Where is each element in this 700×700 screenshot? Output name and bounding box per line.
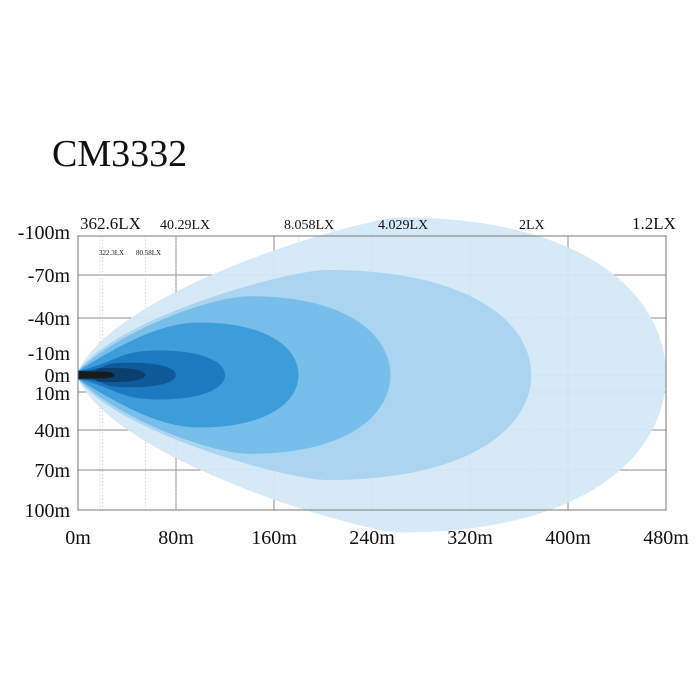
y-tick-label: 10m [34, 383, 70, 405]
lux-label: 1.2LX [632, 214, 676, 233]
lux-label: 40.29LX [160, 218, 210, 233]
x-tick-label: 320m [447, 527, 493, 549]
x-tick-label: 0m [65, 527, 91, 549]
y-tick-label: 40m [34, 420, 70, 442]
y-tick-label: -40m [28, 308, 71, 330]
lux-labels: 362.6LX 40.29LX 8.058LX 4.029LX 2LX 1.2LX 322.… [80, 214, 676, 257]
x-tick-label: 400m [545, 527, 591, 549]
x-tick-label: 80m [158, 527, 194, 549]
beam-362.6LX [78, 371, 115, 379]
lux-label-small: 322.3LX [99, 249, 124, 257]
lux-label: 362.6LX [80, 214, 141, 233]
lux-label: 2LX [519, 218, 545, 233]
x-tick-label: 160m [251, 527, 297, 549]
plot-frame [77, 235, 667, 511]
chart-title: CM3332 [52, 133, 188, 175]
lux-label-small: 80.58LX [136, 249, 161, 257]
axis-lines [77, 235, 667, 511]
lux-label: 4.029LX [378, 218, 428, 233]
y-tick-label: 70m [34, 460, 70, 482]
x-tick-labels: 0m 80m 160m 240m 320m 400m 480m [65, 527, 689, 549]
beam-areas [78, 217, 666, 533]
y-tick-label: -100m [18, 222, 71, 244]
y-tick-label: 100m [24, 500, 70, 522]
x-tick-label: 240m [349, 527, 395, 549]
x-tick-label: 480m [643, 527, 689, 549]
lux-label: 8.058LX [284, 218, 334, 233]
y-tick-label: 0m [44, 365, 70, 387]
y-tick-label: -10m [28, 343, 71, 365]
y-tick-label: -70m [28, 265, 71, 287]
